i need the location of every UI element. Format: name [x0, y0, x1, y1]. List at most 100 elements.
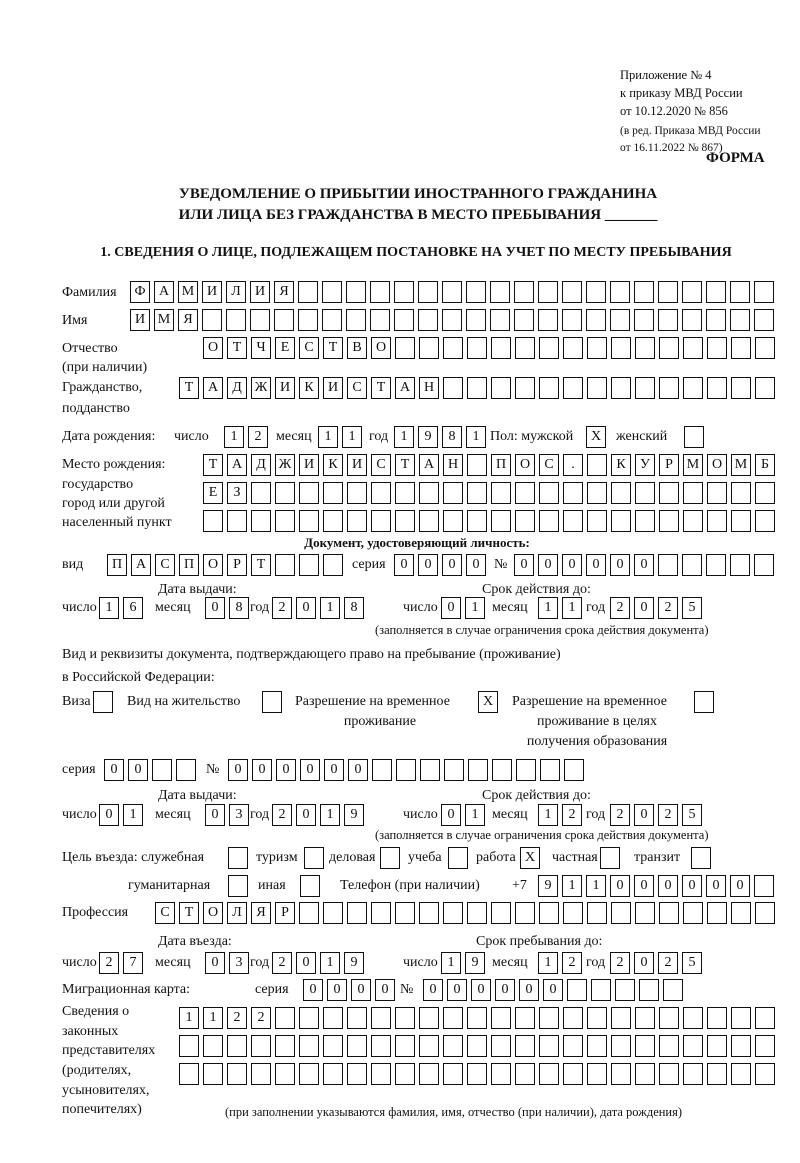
char-cell[interactable]: 0 — [730, 875, 750, 897]
char-cell[interactable] — [275, 1063, 295, 1085]
char-cell[interactable]: И — [323, 377, 343, 399]
char-cell[interactable] — [683, 1063, 703, 1085]
char-cell[interactable] — [514, 309, 534, 331]
char-cell[interactable] — [635, 1007, 655, 1029]
char-cell[interactable] — [563, 1063, 583, 1085]
char-cell[interactable] — [251, 1063, 271, 1085]
char-cell[interactable]: П — [179, 554, 199, 576]
char-cell[interactable] — [371, 1007, 391, 1029]
char-cell[interactable]: А — [227, 454, 247, 476]
char-cell[interactable] — [639, 979, 659, 1001]
char-cell[interactable] — [731, 1007, 751, 1029]
char-cell[interactable] — [683, 337, 703, 359]
char-cell[interactable]: 1 — [465, 597, 485, 619]
checkbox-cell[interactable]: X — [586, 426, 606, 448]
char-cell[interactable] — [587, 377, 607, 399]
char-cell[interactable]: А — [154, 281, 174, 303]
char-cell[interactable] — [611, 902, 631, 924]
checkbox-cell[interactable] — [448, 847, 468, 869]
char-cell[interactable]: 3 — [229, 952, 249, 974]
char-cell[interactable]: 0 — [99, 804, 119, 826]
checkbox-cell[interactable] — [262, 691, 282, 713]
char-cell[interactable] — [707, 482, 727, 504]
char-cell[interactable] — [394, 281, 414, 303]
char-cell[interactable] — [394, 309, 414, 331]
char-cell[interactable] — [682, 554, 702, 576]
char-cell[interactable] — [176, 759, 196, 781]
char-cell[interactable] — [467, 510, 487, 532]
char-cell[interactable] — [563, 1007, 583, 1029]
char-cell[interactable] — [587, 1063, 607, 1085]
char-cell[interactable]: Р — [227, 554, 247, 576]
char-cell[interactable]: 0 — [418, 554, 438, 576]
char-cell[interactable]: Т — [371, 377, 391, 399]
char-cell[interactable]: Р — [275, 902, 295, 924]
char-cell[interactable] — [731, 337, 751, 359]
char-cell[interactable] — [563, 1035, 583, 1057]
char-cell[interactable] — [442, 309, 462, 331]
char-cell[interactable] — [539, 510, 559, 532]
char-cell[interactable]: К — [323, 454, 343, 476]
char-cell[interactable]: 0 — [104, 759, 124, 781]
char-cell[interactable]: Д — [227, 377, 247, 399]
char-cell[interactable] — [467, 482, 487, 504]
char-cell[interactable]: 0 — [228, 759, 248, 781]
char-cell[interactable] — [683, 377, 703, 399]
char-cell[interactable] — [587, 337, 607, 359]
checkbox-cell[interactable]: X — [478, 691, 498, 713]
char-cell[interactable]: Я — [274, 281, 294, 303]
char-cell[interactable]: О — [203, 554, 223, 576]
char-cell[interactable] — [443, 482, 463, 504]
char-cell[interactable] — [730, 281, 750, 303]
char-cell[interactable]: О — [707, 454, 727, 476]
char-cell[interactable] — [467, 454, 487, 476]
char-cell[interactable] — [443, 337, 463, 359]
char-cell[interactable] — [707, 1007, 727, 1029]
char-cell[interactable]: 2 — [610, 952, 630, 974]
char-cell[interactable]: 0 — [205, 597, 225, 619]
char-cell[interactable]: С — [155, 902, 175, 924]
char-cell[interactable] — [371, 1035, 391, 1057]
char-cell[interactable]: 0 — [442, 554, 462, 576]
char-cell[interactable] — [515, 902, 535, 924]
char-cell[interactable] — [610, 309, 630, 331]
char-cell[interactable] — [563, 337, 583, 359]
char-cell[interactable] — [347, 510, 367, 532]
char-cell[interactable] — [682, 281, 702, 303]
char-cell[interactable]: 9 — [465, 952, 485, 974]
char-cell[interactable] — [275, 482, 295, 504]
char-cell[interactable]: Н — [443, 454, 463, 476]
char-cell[interactable] — [395, 1063, 415, 1085]
char-cell[interactable]: 0 — [495, 979, 515, 1001]
char-cell[interactable]: П — [491, 454, 511, 476]
char-cell[interactable]: 8 — [344, 597, 364, 619]
char-cell[interactable]: О — [515, 454, 535, 476]
char-cell[interactable] — [587, 1007, 607, 1029]
char-cell[interactable] — [299, 482, 319, 504]
char-cell[interactable]: К — [611, 454, 631, 476]
char-cell[interactable] — [419, 1063, 439, 1085]
char-cell[interactable]: 3 — [229, 804, 249, 826]
char-cell[interactable] — [179, 1063, 199, 1085]
char-cell[interactable] — [539, 1007, 559, 1029]
char-cell[interactable] — [467, 902, 487, 924]
char-cell[interactable] — [659, 377, 679, 399]
char-cell[interactable] — [419, 337, 439, 359]
char-cell[interactable] — [443, 1035, 463, 1057]
char-cell[interactable]: М — [154, 309, 174, 331]
char-cell[interactable]: Ж — [251, 377, 271, 399]
char-cell[interactable] — [754, 554, 774, 576]
char-cell[interactable] — [515, 1063, 535, 1085]
char-cell[interactable]: Ф — [130, 281, 150, 303]
char-cell[interactable] — [587, 454, 607, 476]
char-cell[interactable] — [516, 759, 536, 781]
char-cell[interactable]: 1 — [562, 875, 582, 897]
char-cell[interactable] — [586, 281, 606, 303]
char-cell[interactable] — [491, 902, 511, 924]
char-cell[interactable] — [659, 902, 679, 924]
char-cell[interactable]: 0 — [634, 804, 654, 826]
char-cell[interactable] — [658, 554, 678, 576]
char-cell[interactable]: 0 — [562, 554, 582, 576]
char-cell[interactable] — [492, 759, 512, 781]
char-cell[interactable] — [467, 337, 487, 359]
